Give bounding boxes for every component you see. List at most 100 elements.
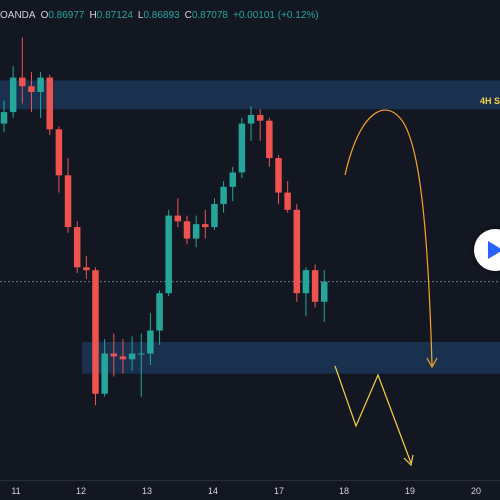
candle [37, 71, 44, 118]
candle-body [147, 330, 154, 354]
x-tick-label: 19 [404, 486, 416, 496]
candle [64, 158, 72, 233]
candle [311, 264, 319, 308]
candle [73, 221, 81, 274]
candle-body [83, 267, 90, 271]
x-tick-label: 12 [75, 486, 87, 496]
candle [174, 198, 182, 228]
high-value: 0.87124 [96, 9, 133, 21]
candle [101, 339, 108, 397]
candle [28, 71, 35, 113]
candle [165, 209, 172, 297]
candle [211, 198, 218, 230]
high-key: H [89, 9, 97, 21]
candle [19, 37, 26, 104]
zone-label: 4H S [480, 96, 500, 106]
candle [202, 209, 209, 239]
x-tick-label: 18 [338, 486, 350, 496]
low-key: L [137, 9, 144, 21]
candle-body [92, 270, 99, 394]
candle-body [247, 114, 255, 124]
candle-body [183, 221, 191, 239]
candle [238, 117, 246, 179]
open-value: 0.86977 [48, 9, 85, 21]
candle [138, 333, 145, 397]
candle-body [293, 209, 301, 294]
time-axis[interactable]: 11 12 13 14 17 18 19 20 [0, 480, 500, 500]
candle-body [192, 224, 200, 239]
candle-body [311, 270, 319, 302]
close-key: C [184, 9, 192, 21]
candle [192, 215, 200, 248]
candle [119, 339, 127, 374]
yellow-arrowhead [403, 454, 414, 467]
candle-body [202, 224, 209, 228]
candle-body [256, 114, 264, 121]
candle-body [73, 227, 81, 268]
candle-body [165, 215, 172, 294]
candle-body [0, 112, 8, 124]
candle [229, 166, 236, 202]
candle [46, 74, 53, 136]
candle [266, 117, 273, 167]
x-tick-label: 14 [207, 486, 219, 496]
candle [284, 181, 291, 213]
candle [110, 333, 118, 377]
low-value: 0.86893 [143, 9, 180, 21]
sr-zone [0, 80, 500, 110]
candle-body [110, 353, 118, 357]
candle-body [302, 270, 310, 294]
candles-layer [0, 37, 328, 406]
candle [293, 204, 301, 302]
candle-body [101, 353, 108, 394]
candle-body [266, 120, 273, 159]
candle [321, 270, 328, 322]
candle [256, 109, 264, 141]
x-tick-label: 17 [273, 486, 285, 496]
broker-name: OANDA [0, 9, 36, 21]
orange-projection-arrow [344, 109, 433, 366]
candle-body [138, 353, 145, 355]
x-tick-label: 20 [470, 486, 482, 496]
candle-body [321, 281, 328, 302]
candle-body [119, 356, 127, 360]
candle [247, 106, 255, 141]
x-tick-label: 13 [141, 486, 153, 496]
change-value: +0.00101 (+0.12%) [233, 9, 319, 21]
candle-body [55, 129, 63, 176]
candle-body [211, 204, 218, 228]
candle-body [284, 192, 291, 210]
ohlc-legend: OANDA O 0.86977 H 0.87124 L 0.86893 C 0.… [0, 6, 319, 24]
replay-play-button[interactable] [474, 229, 500, 271]
play-icon [488, 241, 500, 259]
candle-body [64, 175, 72, 228]
candle-body [174, 215, 182, 222]
candle [83, 255, 90, 279]
candle-body [9, 77, 17, 113]
candle-body [128, 353, 136, 360]
candle-body [156, 293, 163, 331]
candle [156, 290, 163, 345]
candle-body [275, 158, 282, 193]
candle [92, 267, 99, 406]
candle [147, 313, 154, 366]
close-value: 0.87078 [191, 9, 228, 21]
candle-body [220, 186, 227, 205]
candle [9, 66, 17, 118]
orange-arrowhead [426, 357, 438, 369]
candle [275, 155, 282, 205]
yellow-projection-arrow [334, 365, 412, 464]
x-tick-label: 11 [11, 486, 21, 496]
candle-body [19, 77, 26, 87]
candle [302, 267, 310, 317]
candle-body [37, 77, 44, 92]
candle [220, 181, 227, 213]
candle-body [229, 172, 236, 187]
candle [183, 215, 191, 245]
candle [55, 126, 63, 193]
sr-zone [82, 342, 500, 374]
candle-body [28, 86, 35, 92]
candle-body [238, 123, 246, 173]
